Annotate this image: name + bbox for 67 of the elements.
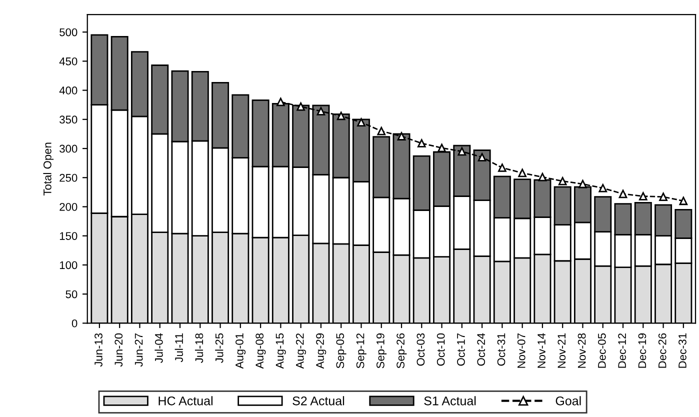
- point: [598, 184, 608, 192]
- point: [578, 180, 587, 188]
- y-tick-label: 400: [59, 86, 78, 94]
- x-tick-label: Sep-12: [356, 333, 366, 368]
- x-tick-label: Jul-11: [174, 333, 183, 362]
- point: [679, 196, 688, 206]
- y-tick-label: 0: [72, 319, 78, 328]
- y-tick-label: 50: [66, 290, 78, 298]
- x-tick-label: Jun-20: [114, 333, 123, 367]
- point: [336, 112, 346, 120]
- y-tick-label: 100: [60, 261, 78, 270]
- y-tick-label: 150: [60, 232, 78, 240]
- point: [276, 98, 285, 106]
- x-tick-label: Aug-01: [236, 333, 246, 369]
- point: [638, 192, 648, 200]
- legend-label: S2 Actual: [292, 396, 344, 406]
- point: [438, 144, 446, 152]
- point: [458, 147, 466, 156]
- x-tick-label: Oct-03: [416, 333, 425, 366]
- point: [296, 102, 305, 111]
- y-tick-label: 350: [60, 116, 78, 124]
- point: [618, 190, 628, 198]
- x-tick-label: Oct-17: [457, 333, 465, 366]
- x-tick-label: Jun-13: [94, 333, 102, 367]
- y-tick-label: 450: [59, 57, 78, 66]
- x-tick-label: Aug-22: [296, 333, 306, 369]
- y-tick-label: 500: [60, 28, 78, 36]
- x-tick-label: Dec-31: [678, 333, 686, 368]
- x-tick-label: Nov-21: [558, 333, 566, 368]
- x-tick-label: Dec-12: [618, 333, 626, 368]
- x-tick-label: Dec-19: [638, 333, 646, 368]
- x-tick-label: Nov-07: [517, 333, 526, 368]
- x-tick-label: Jun-27: [134, 333, 143, 367]
- x-tick-label: Nov-14: [538, 333, 546, 368]
- x-tick-label: Oct-31: [497, 333, 506, 366]
- y-tick-label: 300: [60, 144, 78, 153]
- x-tick-label: Aug-29: [316, 333, 326, 369]
- point: [357, 118, 366, 126]
- x-tick-label: Oct-24: [477, 333, 486, 366]
- point: [659, 192, 668, 201]
- point: [377, 126, 386, 136]
- x-tick-label: Jul-18: [194, 333, 204, 363]
- x-tick-label: Sep-05: [336, 333, 346, 368]
- legend-label: HC Actual: [158, 396, 212, 406]
- x-tick-label: Jul-25: [215, 333, 224, 363]
- x-tick-label: Oct-10: [436, 333, 445, 366]
- point: [417, 139, 426, 148]
- point: [478, 153, 486, 162]
- x-tick-label: Aug-15: [276, 333, 286, 369]
- point: [558, 176, 567, 186]
- x-tick-label: Sep-19: [376, 333, 387, 368]
- y-tick-label: 250: [60, 174, 78, 182]
- x-tick-label: Dec-05: [598, 333, 606, 368]
- point: [498, 164, 506, 172]
- y-axis-title: Total Open: [43, 142, 54, 196]
- point: [538, 172, 547, 182]
- point: [397, 132, 406, 140]
- point: [316, 107, 326, 116]
- legend-label: S1 Actual: [424, 396, 476, 406]
- y-tick-label: 200: [60, 202, 78, 211]
- x-tick-label: Jul-04: [154, 333, 163, 363]
- x-tick-label: Sep-26: [396, 333, 407, 368]
- x-tick-label: Aug-08: [256, 333, 266, 369]
- legend-label: Goal: [556, 396, 581, 406]
- x-tick-label: Dec-26: [658, 333, 666, 368]
- point: [518, 168, 526, 178]
- x-tick-label: Nov-28: [578, 333, 586, 368]
